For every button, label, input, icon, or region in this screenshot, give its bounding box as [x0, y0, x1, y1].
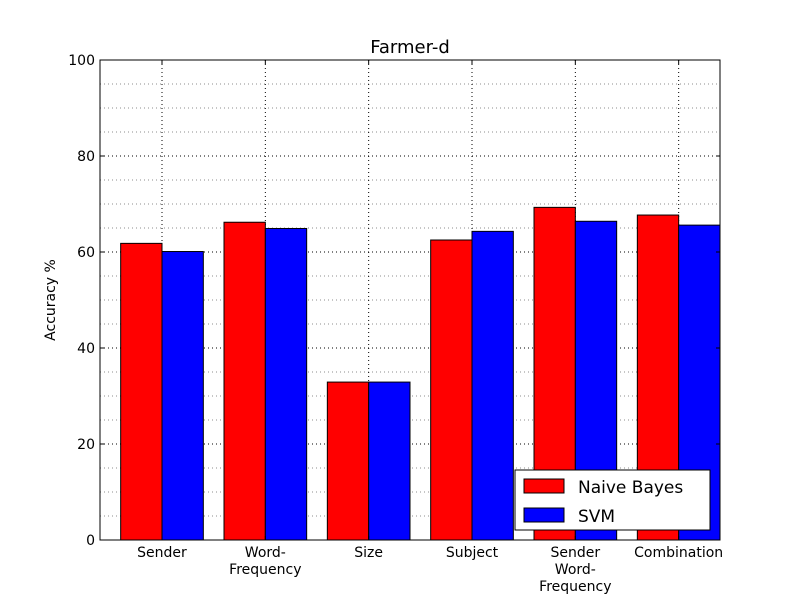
x-tick-label-line: Frequency — [539, 579, 611, 595]
bar-svm-3 — [471, 230, 514, 541]
bar-naive-bayes-3 — [430, 239, 473, 541]
legend: Naive Bayes SVM — [514, 469, 711, 531]
legend-label: Naive Bayes — [578, 478, 683, 498]
x-tick-label: Sender Word-Frequency — [539, 545, 611, 595]
y-axis-label: Accuracy % — [43, 259, 59, 341]
legend-label: SVM — [578, 507, 615, 527]
bar-naive-bayes-1 — [223, 221, 266, 541]
y-tick-label: 80 — [77, 149, 95, 165]
y-tick-label: 60 — [77, 245, 95, 261]
y-tick-label: 20 — [77, 437, 95, 453]
x-tick-label: Word-Frequency — [229, 545, 301, 578]
x-tick-label-line: Combination — [634, 545, 723, 561]
x-tick-label-line: Subject — [446, 545, 499, 561]
legend-swatch — [523, 478, 565, 494]
bar-svm-0 — [161, 251, 204, 541]
x-tick-label-line: Sender — [551, 545, 601, 561]
x-tick-label: Sender — [137, 545, 187, 561]
x-tick-label-line: Frequency — [229, 562, 301, 578]
bar-naive-bayes-0 — [120, 242, 163, 541]
x-tick-label: Size — [354, 545, 383, 561]
y-tick-label: 40 — [77, 341, 95, 357]
x-tick-label-line: Sender — [137, 545, 187, 561]
bar-svm-2 — [368, 381, 411, 541]
bar-svm-1 — [264, 227, 308, 541]
x-tick-label: Combination — [634, 545, 723, 561]
y-tick-label: 100 — [68, 53, 95, 69]
y-tick-label: 0 — [86, 533, 95, 549]
bar-naive-bayes-2 — [326, 381, 370, 541]
x-tick-label-line: Word- — [555, 562, 596, 578]
plot-area-frame — [99, 59, 721, 541]
x-tick-label: Subject — [446, 545, 499, 561]
x-tick-label-line: Size — [354, 545, 383, 561]
chart-title: Farmer-d — [370, 37, 450, 58]
legend-swatch — [523, 507, 565, 523]
x-tick-label-line: Word- — [245, 545, 286, 561]
